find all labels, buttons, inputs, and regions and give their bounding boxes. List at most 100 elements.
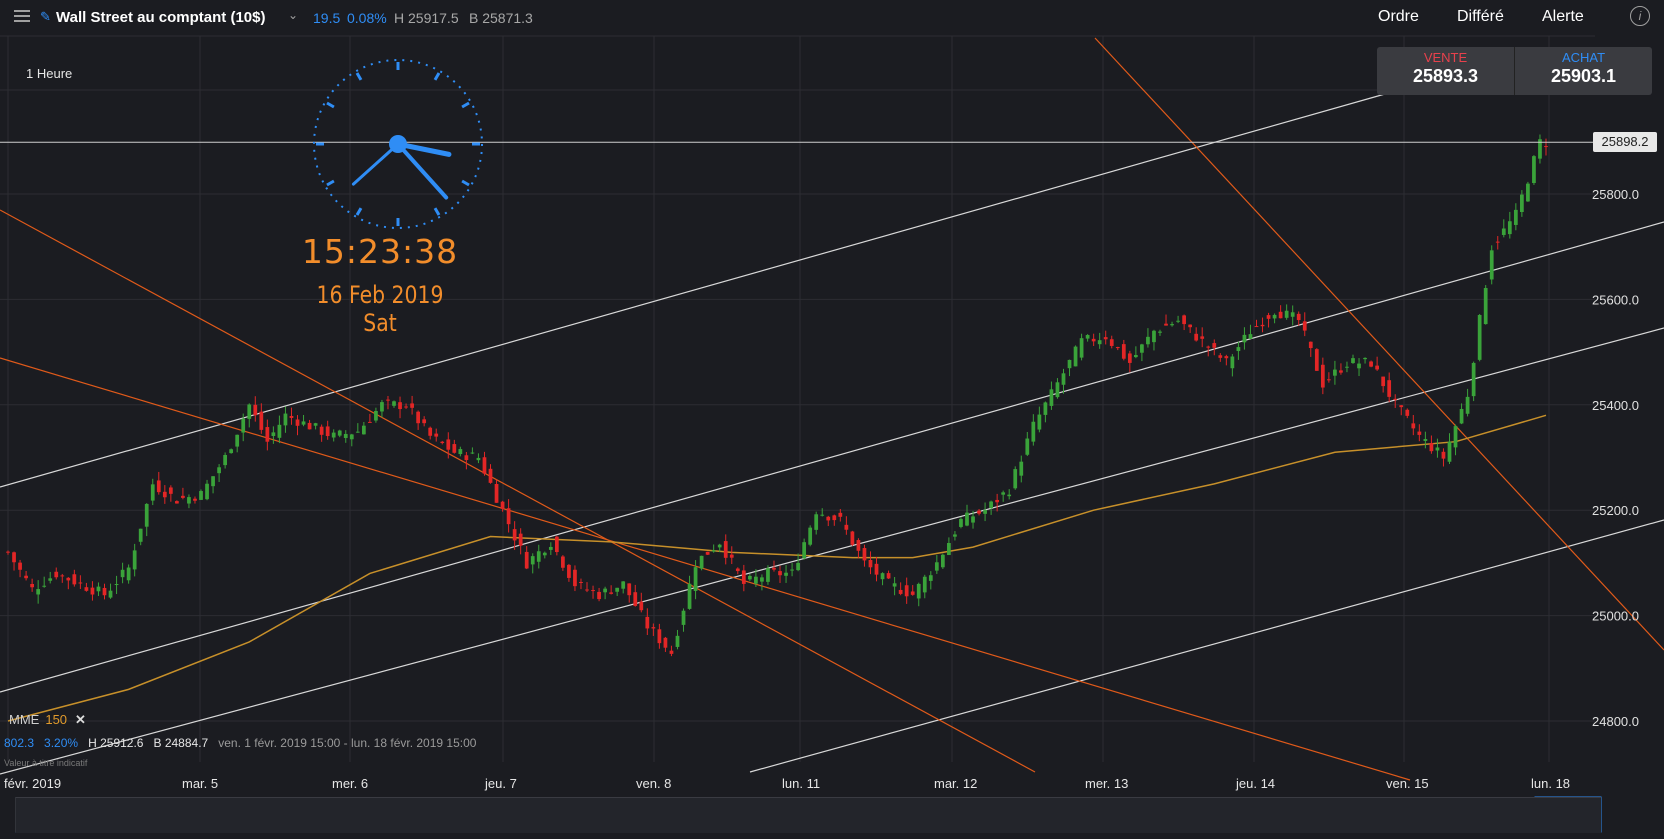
candle-body (1357, 363, 1361, 369)
candle-body (150, 484, 155, 501)
candle-body (615, 587, 620, 592)
time-navigator[interactable] (16, 797, 1601, 833)
candle-body (446, 439, 451, 450)
info-icon[interactable]: i (1630, 6, 1650, 26)
clock-second-hand (351, 142, 400, 186)
chevron-down-icon[interactable]: ⌄ (288, 8, 299, 22)
candle-body (96, 586, 101, 592)
candle-body (301, 421, 306, 425)
timeframe-label[interactable]: 1 Heure (26, 66, 73, 81)
candle-body (380, 402, 384, 412)
y-tick-label: 25400.0 (1592, 398, 1639, 413)
candle-body (784, 572, 788, 576)
candle-body (1164, 323, 1168, 326)
candle-body (1140, 344, 1144, 353)
candle-body (705, 551, 710, 555)
candle-body (1158, 331, 1162, 333)
candle-body (175, 501, 179, 504)
candle-body (1369, 361, 1373, 367)
disclaimer: Valeur à titre indicatif (4, 758, 88, 768)
candle-body (168, 487, 173, 494)
candle-body (880, 573, 885, 580)
candle-body (138, 528, 143, 542)
candle-body (1170, 324, 1174, 326)
trend-line-white (0, 221, 1664, 693)
candle-body (217, 467, 221, 474)
alert-button[interactable]: Alerte (1542, 8, 1584, 25)
candle-body (1296, 313, 1301, 321)
candle-body (1049, 389, 1054, 406)
candle-body (1206, 346, 1211, 348)
candle-body (404, 406, 408, 408)
candle-body (591, 590, 595, 592)
low-value: B 25871.3 (469, 10, 533, 26)
candle-body (1061, 373, 1066, 385)
buy-button[interactable]: ACHAT 25903.1 (1514, 47, 1652, 95)
sell-button[interactable]: VENTE 25893.3 (1377, 47, 1514, 95)
y-tick-label: 25600.0 (1592, 292, 1639, 307)
candle-body (1001, 492, 1006, 495)
pencil-icon[interactable]: ✎ (40, 9, 51, 24)
candle-body (512, 529, 517, 541)
clock-tick (355, 207, 363, 216)
x-tick-label: févr. 2019 (4, 776, 61, 791)
candle-body (84, 587, 89, 591)
candle-body (271, 432, 276, 437)
close-icon[interactable]: ✕ (75, 712, 86, 727)
x-tick-label: mar. 5 (182, 776, 218, 791)
candle-body (337, 430, 342, 436)
candle-body (609, 592, 614, 594)
candle-body (410, 403, 414, 408)
candle-body (6, 551, 10, 553)
candle-body (102, 587, 107, 596)
candle-body (1532, 156, 1536, 184)
menu-icon[interactable] (14, 7, 30, 23)
candle-body (1375, 365, 1379, 370)
candle-body (597, 591, 601, 600)
deferred-button[interactable]: Différé (1457, 8, 1504, 25)
candle-body (1085, 335, 1090, 339)
candle-body (536, 551, 541, 562)
candle-body (567, 564, 571, 578)
candle-body (934, 562, 939, 571)
candle-body (42, 585, 47, 587)
candle-body (1236, 347, 1241, 352)
candle-body (313, 423, 318, 426)
candle-body (808, 527, 813, 545)
candle-body (645, 616, 650, 629)
candle-body (108, 590, 113, 598)
candle-body (1513, 209, 1518, 225)
instrument-name[interactable]: Wall Street au comptant (10$) (56, 9, 266, 26)
clock-tick (326, 101, 335, 109)
candle-body (983, 510, 987, 514)
candle-body (1254, 326, 1259, 328)
buy-price: 25903.1 (1550, 66, 1617, 86)
candle-body (977, 510, 981, 514)
candle-body (747, 575, 752, 580)
candle-body (1308, 341, 1313, 349)
candle-body (711, 550, 716, 552)
buy-label: ACHAT (1561, 50, 1606, 65)
candle-body (778, 571, 782, 576)
candle-body (72, 574, 77, 585)
range-change-percent: 3.20% (44, 736, 79, 750)
order-button[interactable]: Ordre (1378, 8, 1419, 25)
candle-body (277, 424, 282, 438)
candle-body (904, 585, 909, 597)
candle-body (693, 567, 698, 591)
trend-line-white (749, 519, 1664, 773)
candle-body (235, 434, 240, 447)
candle-body (717, 544, 722, 548)
candle-body (1115, 347, 1120, 349)
candle-body (1363, 357, 1367, 360)
candle-body (1121, 344, 1126, 359)
candle-body (790, 569, 794, 571)
candle-body (657, 629, 662, 644)
candle-body (1097, 340, 1102, 345)
candle-body (156, 480, 161, 493)
candle-body (199, 491, 203, 500)
candle-body (1152, 330, 1156, 343)
clock-minute-hand (396, 142, 449, 200)
candle-body (1224, 356, 1229, 359)
